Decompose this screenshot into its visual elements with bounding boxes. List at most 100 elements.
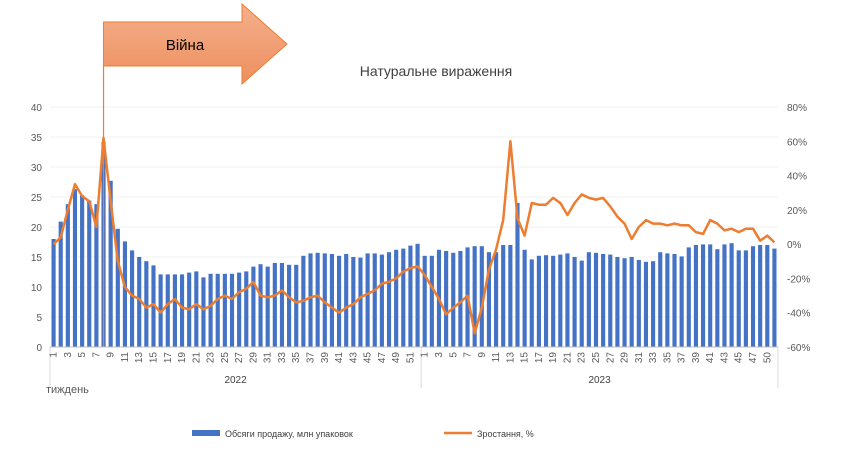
y-left-ticks: 0 5 10 15 20 25 30 35 40 xyxy=(31,103,43,354)
bar xyxy=(287,264,292,347)
bar xyxy=(229,273,235,347)
bar xyxy=(201,277,206,347)
y-left-tick-label: 5 xyxy=(36,313,42,324)
bar xyxy=(80,195,85,347)
x-tick-label: 21 xyxy=(191,352,202,364)
bar xyxy=(536,255,541,347)
x-tick-label: 51 xyxy=(405,352,416,364)
bar xyxy=(322,253,327,347)
legend-swatch-bars xyxy=(192,430,220,436)
legend-label-bars: Обсяги продажу, млн упаковок xyxy=(225,429,353,439)
year-label: 2022 xyxy=(224,375,247,386)
bar xyxy=(94,204,99,347)
bar xyxy=(551,255,556,347)
bar xyxy=(279,263,285,347)
bar xyxy=(686,247,691,347)
year-labels: 2022 2023 xyxy=(224,375,611,386)
bar xyxy=(494,252,499,347)
x-tick-label: 33 xyxy=(277,352,288,364)
bar xyxy=(679,256,684,347)
x-tick-label: 37 xyxy=(677,352,688,364)
x-tick-label: 43 xyxy=(719,352,730,364)
x-tick-label: 7 xyxy=(91,352,102,358)
bar xyxy=(579,260,584,347)
chart-title: Натуральне вираження xyxy=(360,63,512,79)
x-tick-label: 31 xyxy=(634,352,645,364)
bar xyxy=(700,244,706,347)
y-left-tick-label: 10 xyxy=(31,283,43,294)
x-tick-label: 1 xyxy=(49,352,60,358)
bar xyxy=(651,261,656,347)
legend: Обсяги продажу, млн упаковок Зростання, … xyxy=(192,429,534,439)
x-tick-label: 35 xyxy=(662,352,673,364)
x-tick-label: 23 xyxy=(206,352,217,364)
bar xyxy=(315,252,320,347)
x-ticks: 1 3 5 7 9 11 13 15 17 19 21 23 25 27 29 31 33 35 37 39 41 43 4… xyxy=(49,352,774,364)
bar xyxy=(601,254,606,347)
bar xyxy=(658,252,663,347)
bar xyxy=(636,260,641,347)
axes xyxy=(49,346,779,388)
x-tick-label: 29 xyxy=(620,352,631,364)
bar xyxy=(558,254,563,347)
x-tick-label: 43 xyxy=(348,352,359,364)
x-tick-label: 1 xyxy=(420,352,431,358)
bar xyxy=(622,258,627,347)
y-right-tick-label: -40% xyxy=(787,309,810,320)
y-right-tick-label: -60% xyxy=(787,343,810,354)
x-tick-label: 9 xyxy=(106,352,117,358)
x-tick-label: 25 xyxy=(591,352,602,364)
x-tick-label: 13 xyxy=(134,352,145,364)
bar xyxy=(629,257,634,347)
bar xyxy=(479,246,484,347)
bar xyxy=(72,189,78,347)
bar xyxy=(572,257,577,347)
bar xyxy=(294,264,299,347)
x-tick-label: 47 xyxy=(748,352,759,364)
bar xyxy=(608,254,613,347)
bar xyxy=(529,259,534,347)
bar xyxy=(194,271,199,347)
x-tick-label: 19 xyxy=(177,352,188,364)
bar xyxy=(729,243,734,347)
x-tick-label: 39 xyxy=(320,352,331,364)
bar xyxy=(444,251,449,347)
bar xyxy=(130,250,135,347)
x-tick-label: 3 xyxy=(63,352,74,358)
bar xyxy=(172,274,177,347)
x-tick-label: 5 xyxy=(77,352,88,358)
x-tick-label: 27 xyxy=(605,352,616,364)
bar xyxy=(615,257,620,347)
y-left-tick-label: 0 xyxy=(36,343,42,354)
bar-series xyxy=(51,141,777,347)
bar xyxy=(237,272,242,347)
bar xyxy=(208,273,213,347)
bar xyxy=(522,249,527,347)
bar xyxy=(108,180,113,347)
bar xyxy=(386,252,392,347)
bar xyxy=(265,266,270,347)
x-tick-label: 21 xyxy=(562,352,573,364)
x-tick-label: 23 xyxy=(577,352,588,364)
bar xyxy=(772,248,777,347)
bar xyxy=(336,255,342,347)
bar xyxy=(258,264,263,347)
bar xyxy=(115,228,120,347)
bar xyxy=(137,257,142,347)
bar xyxy=(408,245,413,347)
bar xyxy=(586,252,591,347)
bar xyxy=(543,255,549,347)
bar xyxy=(593,252,599,347)
grid-lines xyxy=(50,106,778,318)
bar xyxy=(58,221,63,347)
y-left-tick-label: 20 xyxy=(31,223,43,234)
y-left-tick-label: 40 xyxy=(31,103,43,114)
x-tick-label: 50 xyxy=(762,352,773,364)
bar xyxy=(501,245,506,347)
x-tick-label: 29 xyxy=(248,352,259,364)
x-tick-label: 11 xyxy=(491,352,502,363)
bar xyxy=(87,200,92,347)
bar xyxy=(351,257,356,347)
y-right-tick-label: 60% xyxy=(787,137,807,148)
